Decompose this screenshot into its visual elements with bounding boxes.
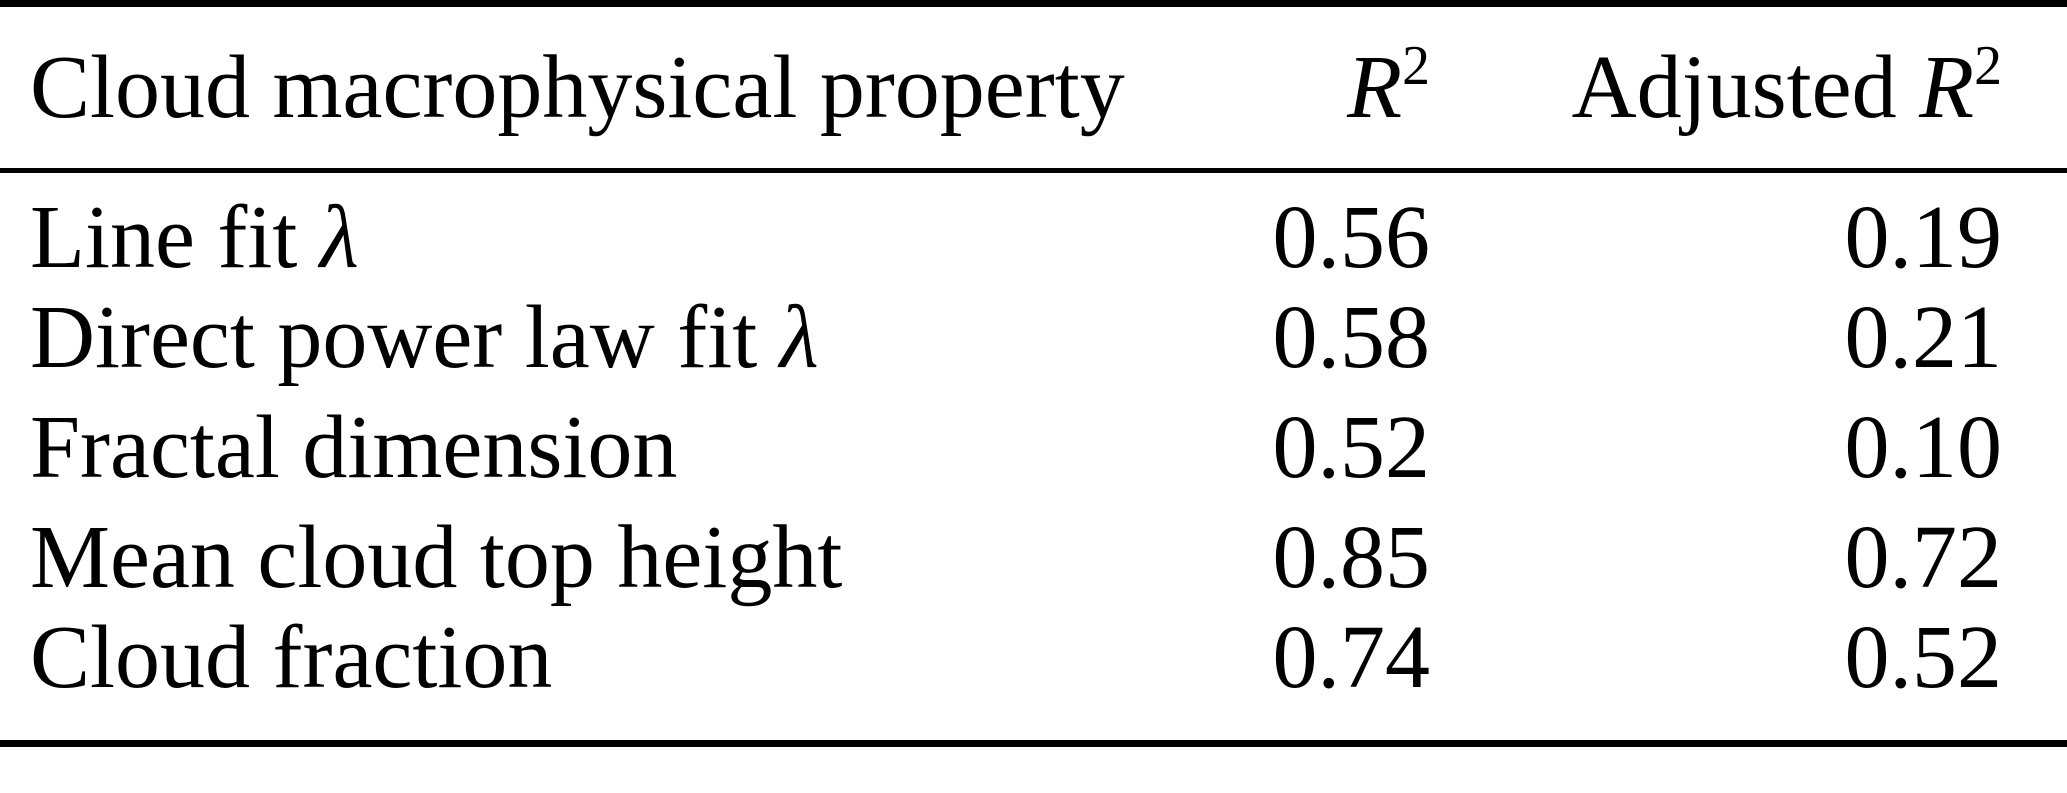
property-label: Cloud fraction: [30, 608, 553, 707]
property-cell: Direct power law fit λ: [0, 283, 1140, 393]
table-row: Fractal dimension 0.52 0.10: [0, 393, 2067, 503]
r-squared-cell: 0.74: [1272, 608, 1431, 707]
r-symbol: R: [1347, 37, 1403, 137]
table-row: Mean cloud top height 0.85 0.72: [0, 503, 2067, 613]
adjusted-r-squared-cell: 0.21: [1844, 288, 2003, 387]
column-header-property: Cloud macrophysical property: [0, 3, 1140, 173]
r-symbol: R: [1919, 37, 1975, 137]
lambda-symbol: λ: [319, 188, 359, 287]
property-label: Direct power law fit: [30, 288, 780, 387]
property-cell: Line fit λ: [0, 171, 1140, 284]
property-cell: Cloud fraction: [0, 613, 1140, 744]
adjusted-r-squared-cell: 0.10: [1844, 398, 2003, 497]
lambda-symbol: λ: [779, 288, 819, 387]
column-header-adjusted-r-squared: Adjusted R2: [1430, 3, 2067, 173]
table-row: Line fit λ 0.56 0.19: [0, 171, 2067, 284]
table-row: Cloud fraction 0.74 0.52: [0, 613, 2067, 744]
column-header-r-squared: R2: [1140, 3, 1430, 173]
superscript-2: 2: [1402, 35, 1430, 98]
adjusted-r-squared-cell: 0.19: [1844, 188, 2003, 287]
property-label: Line fit: [30, 188, 320, 287]
adjusted-r-squared-cell: 0.72: [1844, 508, 2003, 607]
r-squared-cell: 0.52: [1272, 398, 1431, 497]
adjusted-label: Adjusted: [1571, 37, 1920, 137]
property-label: Fractal dimension: [30, 398, 678, 497]
results-table: Cloud macrophysical property R2 Adjusted…: [0, 0, 2067, 747]
property-label: Mean cloud top height: [30, 508, 843, 607]
superscript-2: 2: [1974, 35, 2002, 98]
r-squared-cell: 0.56: [1272, 188, 1431, 287]
r-squared-cell: 0.58: [1272, 288, 1431, 387]
property-cell: Mean cloud top height: [0, 503, 1140, 613]
r-squared-cell: 0.85: [1272, 508, 1431, 607]
adjusted-r-squared-cell: 0.52: [1844, 608, 2003, 707]
property-cell: Fractal dimension: [0, 393, 1140, 503]
header-row: Cloud macrophysical property R2 Adjusted…: [0, 3, 2067, 173]
table-row: Direct power law fit λ 0.58 0.21: [0, 283, 2067, 393]
